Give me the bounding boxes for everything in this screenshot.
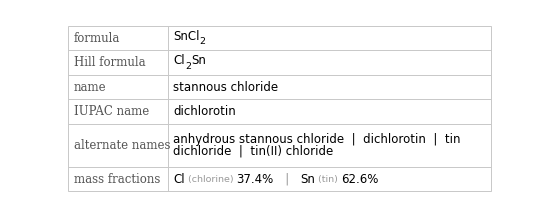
Text: (tin): (tin) bbox=[315, 175, 341, 184]
Text: Sn: Sn bbox=[300, 173, 315, 186]
Text: name: name bbox=[74, 81, 106, 94]
Text: Cl: Cl bbox=[173, 54, 185, 67]
Text: dichloride  |  tin(II) chloride: dichloride | tin(II) chloride bbox=[173, 145, 334, 158]
Text: |: | bbox=[274, 173, 300, 186]
Text: mass fractions: mass fractions bbox=[74, 173, 160, 186]
Text: stannous chloride: stannous chloride bbox=[173, 81, 278, 94]
Text: Cl: Cl bbox=[173, 173, 185, 186]
Text: alternate names: alternate names bbox=[74, 139, 170, 152]
Text: SnCl: SnCl bbox=[173, 30, 200, 43]
Text: 2: 2 bbox=[200, 37, 206, 46]
Text: 37.4%: 37.4% bbox=[236, 173, 274, 186]
Text: anhydrous stannous chloride  |  dichlorotin  |  tin: anhydrous stannous chloride | dichloroti… bbox=[173, 133, 461, 146]
Text: 62.6%: 62.6% bbox=[341, 173, 378, 186]
Text: Hill formula: Hill formula bbox=[74, 56, 145, 69]
Text: 2: 2 bbox=[185, 62, 191, 71]
Text: dichlorotin: dichlorotin bbox=[173, 105, 236, 118]
Text: Sn: Sn bbox=[191, 54, 206, 67]
Text: formula: formula bbox=[74, 32, 120, 45]
Text: IUPAC name: IUPAC name bbox=[74, 105, 149, 118]
Text: (chlorine): (chlorine) bbox=[185, 175, 236, 184]
